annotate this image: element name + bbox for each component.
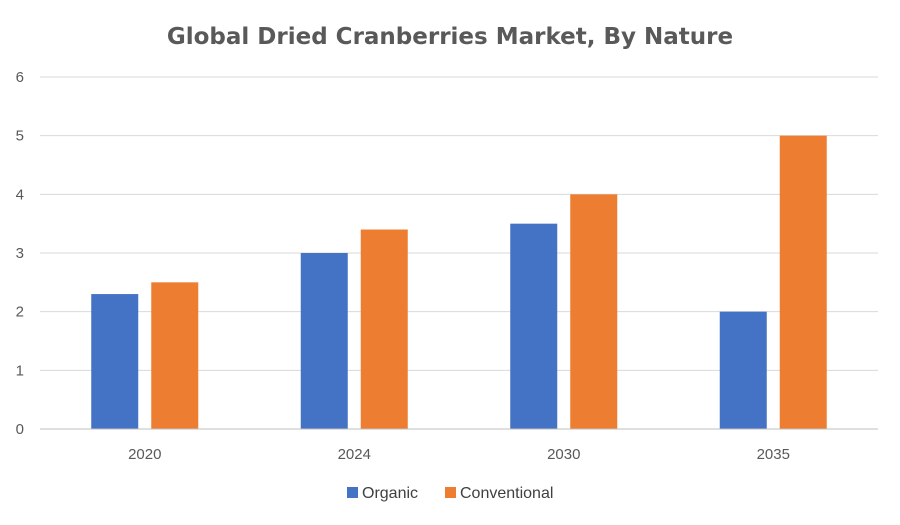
y-tick-label: 2 <box>16 304 24 321</box>
x-axis-ticks: 2020 2024 2030 2035 <box>128 446 790 463</box>
x-tick-label: 2024 <box>338 446 371 463</box>
x-tick-label: 2020 <box>128 446 161 463</box>
bar-conventional-2035 <box>779 135 827 429</box>
legend-label-organic: Organic <box>362 485 418 502</box>
bars <box>91 135 827 429</box>
legend-swatch-conventional <box>445 487 456 498</box>
legend-swatch-organic <box>347 487 358 498</box>
legend: Organic Conventional <box>347 485 553 502</box>
y-tick-label: 1 <box>16 362 24 379</box>
y-tick-label: 6 <box>16 69 24 86</box>
bar-organic-2035 <box>719 311 767 429</box>
y-tick-label: 0 <box>16 421 24 438</box>
y-tick-label: 5 <box>16 128 24 145</box>
legend-label-conventional: Conventional <box>460 485 553 502</box>
chart-title: Global Dried Cranberries Market, By Natu… <box>167 24 733 50</box>
y-tick-label: 4 <box>16 186 24 203</box>
bar-organic-2030 <box>510 223 558 429</box>
y-axis-ticks: 0 1 2 3 4 5 6 <box>16 69 24 438</box>
bar-organic-2020 <box>91 294 139 429</box>
bar-conventional-2030 <box>570 194 618 429</box>
bar-conventional-2024 <box>360 229 408 429</box>
x-tick-label: 2030 <box>547 446 580 463</box>
y-tick-label: 3 <box>16 245 24 262</box>
bar-organic-2024 <box>300 253 348 429</box>
bar-conventional-2020 <box>151 282 199 429</box>
x-tick-label: 2035 <box>757 446 790 463</box>
